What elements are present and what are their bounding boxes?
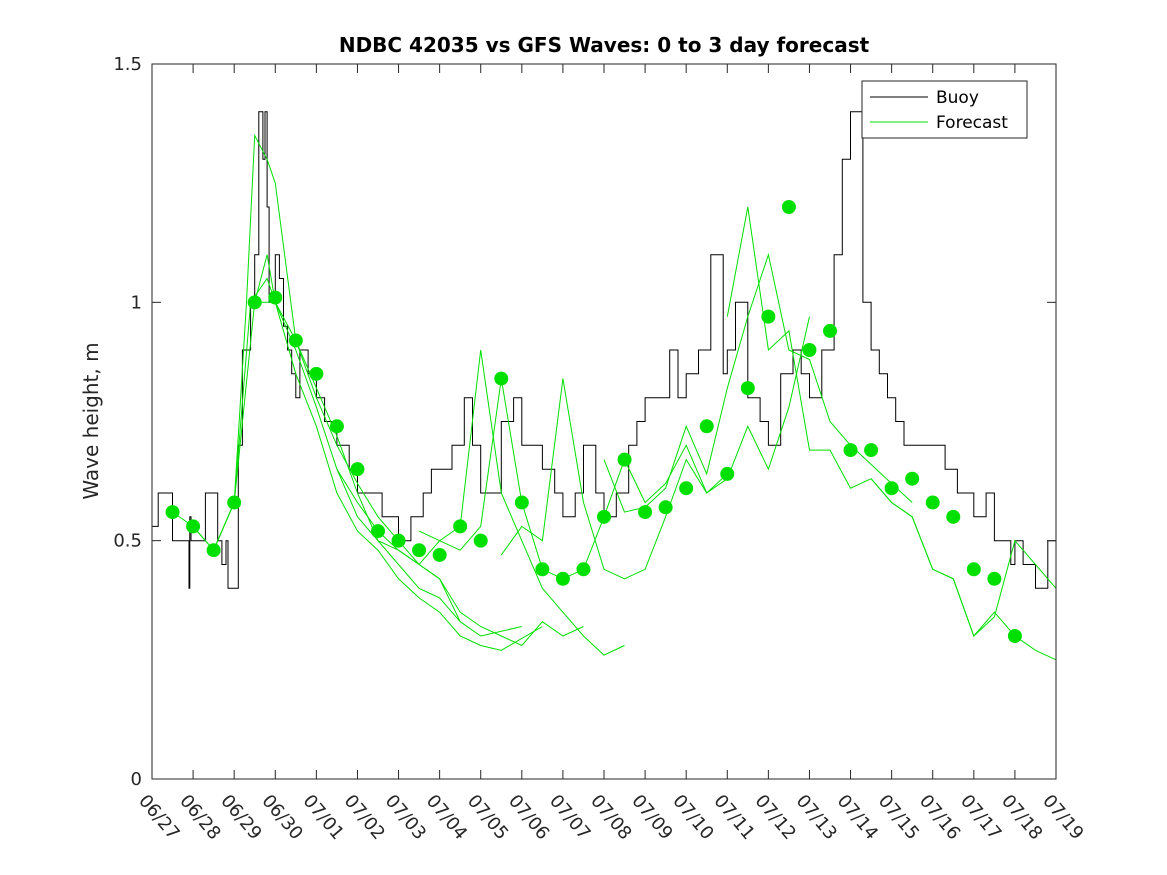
forecast-marker [699, 419, 714, 434]
forecast-marker [884, 481, 899, 496]
y-axis: 0 0.5 1 1.5 [113, 54, 1056, 790]
y-axis-label: Wave height, m [79, 342, 103, 499]
forecast-run-line [336, 349, 625, 656]
forecast-marker [946, 509, 961, 524]
forecast-marker [206, 543, 221, 558]
forecast-marker [987, 571, 1002, 586]
forecast-marker [1007, 629, 1022, 643]
forecast-marker [494, 371, 509, 386]
forecast-markers [165, 200, 1022, 643]
forecast-marker [761, 309, 776, 324]
plot-background [152, 64, 1056, 779]
forecast-marker [679, 481, 694, 496]
forecast-marker [535, 562, 550, 577]
forecast-marker [186, 519, 201, 534]
forecast-marker [576, 562, 591, 577]
forecast-marker [781, 200, 796, 214]
forecast-marker [453, 519, 468, 534]
forecast-marker [720, 466, 735, 481]
forecast-marker [268, 290, 283, 305]
forecast-marker [597, 509, 611, 524]
forecast-marker [165, 505, 180, 520]
forecast-marker [288, 333, 303, 348]
forecast-run-line [500, 316, 810, 580]
forecast-marker [309, 366, 324, 381]
forecast-marker [638, 505, 653, 520]
legend-box [861, 80, 1028, 139]
forecast-marker [473, 533, 488, 548]
forecast-marker [247, 295, 262, 310]
forecast-marker [514, 495, 529, 510]
forecast-marker [432, 547, 447, 562]
forecast-run-line [603, 252, 913, 513]
forecast-marker [391, 533, 406, 548]
y-tick-label: 0 [131, 769, 142, 790]
forecast-marker [658, 500, 673, 515]
forecast-run-line [213, 277, 543, 651]
forecast-marker [555, 571, 570, 586]
forecast-marker [864, 443, 879, 458]
legend: Buoy Forecast [861, 80, 1028, 139]
forecast-marker [412, 543, 427, 558]
forecast-marker [329, 419, 344, 434]
forecast-marker [350, 462, 365, 477]
forecast-marker [802, 343, 817, 357]
forecast-marker [925, 495, 940, 510]
forecast-run-line [870, 478, 1057, 637]
forecast-marker [740, 381, 755, 396]
legend-forecast-label: Forecast [936, 113, 1008, 133]
plot-area [151, 63, 1057, 780]
chart-title: NDBC 42035 vs GFS Waves: 0 to 3 day fore… [339, 33, 870, 57]
y-tick-label: 0.5 [113, 531, 142, 552]
forecast-marker [823, 323, 837, 338]
forecast-marker [905, 471, 920, 486]
y-tick-label: 1 [131, 292, 142, 313]
legend-buoy-label: Buoy [936, 88, 979, 108]
forecast-run-line [418, 378, 728, 580]
forecast-marker [843, 443, 858, 458]
forecast-marker [371, 524, 385, 539]
forecast-marker [227, 495, 242, 510]
forecast-marker [966, 562, 981, 577]
forecast-marker [617, 452, 632, 467]
y-tick-label: 1.5 [113, 54, 142, 75]
